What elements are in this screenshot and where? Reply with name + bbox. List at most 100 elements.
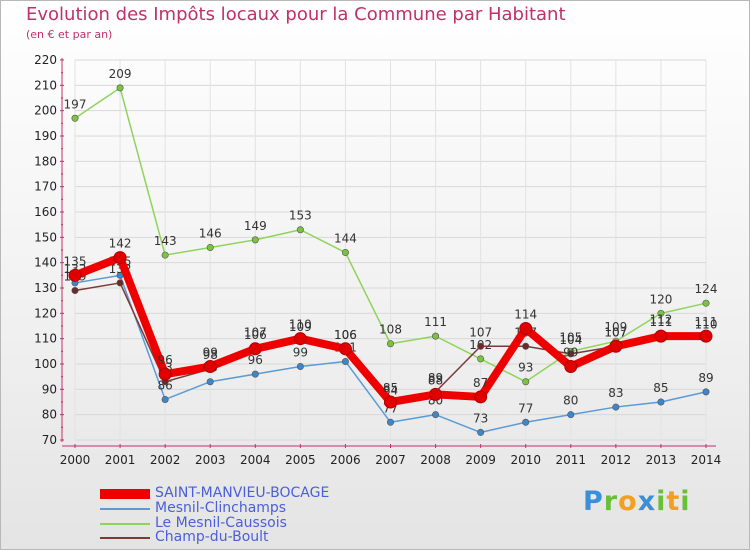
data-label-saint-manvieu-bocage-2002: 96 [158,353,173,367]
data-label-champ-du-boult-2005: 109 [289,320,312,334]
data-point-saint-manvieu-bocage-2006 [338,342,352,356]
legend-swatch-le-mesnil-caussois [100,523,150,525]
data-label-le-mesnil-caussois-2004: 149 [244,219,267,233]
logo-letter: t [666,486,681,517]
x-tick-label-2005: 2005 [285,453,316,467]
logo-letter: x [637,486,657,517]
data-point-le-mesnil-caussois-2005 [296,226,304,234]
data-label-saint-manvieu-bocage-2004: 106 [244,328,267,342]
y-tick-label-160: 160 [34,205,57,219]
data-point-mesnil-clinchamps-2012 [612,403,620,411]
y-tick-label-140: 140 [34,256,57,270]
y-tick-label-70: 70 [42,433,57,447]
data-point-saint-manvieu-bocage-2008 [429,387,443,401]
data-label-champ-du-boult-2012: 107 [604,325,627,339]
x-tick-label-2010: 2010 [510,453,541,467]
data-point-mesnil-clinchamps-2009 [477,428,485,436]
x-tick-label-2001: 2001 [105,453,136,467]
logo-letter: P [583,486,604,517]
data-point-champ-du-boult-2011 [567,350,575,358]
y-tick-label-80: 80 [42,408,57,422]
data-point-le-mesnil-caussois-2009 [477,355,485,363]
data-label-mesnil-clinchamps-2002: 86 [158,378,173,392]
data-label-mesnil-clinchamps-2005: 99 [293,346,308,360]
y-tick-label-220: 220 [34,53,57,67]
data-label-champ-du-boult-2003: 98 [203,348,218,362]
data-point-le-mesnil-caussois-2002 [161,251,169,259]
data-label-saint-manvieu-bocage-2011: 99 [563,346,578,360]
x-tick-label-2014: 2014 [691,453,722,467]
data-label-champ-du-boult-2011: 104 [559,333,582,347]
logo-letter: i [656,486,667,517]
data-point-le-mesnil-caussois-2014 [702,299,710,307]
data-point-saint-manvieu-bocage-2001 [113,251,127,265]
legend-swatch-mesnil-clinchamps [100,508,150,510]
data-point-mesnil-clinchamps-2005 [296,363,304,371]
data-label-champ-du-boult-2004: 107 [244,325,267,339]
y-tick-label-170: 170 [34,180,57,194]
x-tick-label-2007: 2007 [375,453,406,467]
y-tick-label-190: 190 [34,129,57,143]
x-tick-label-2008: 2008 [420,453,451,467]
data-point-le-mesnil-caussois-2010 [522,378,530,386]
data-point-le-mesnil-caussois-2008 [432,332,440,340]
data-point-saint-manvieu-bocage-2004 [248,342,262,356]
data-point-mesnil-clinchamps-2002 [161,395,169,403]
data-point-champ-du-boult-2000 [71,287,79,295]
x-tick-label-2012: 2012 [601,453,632,467]
data-point-saint-manvieu-bocage-2012 [609,339,623,353]
y-tick-label-120: 120 [34,306,57,320]
logo-letter: r [603,486,619,517]
data-label-le-mesnil-caussois-2007: 108 [379,323,402,337]
chart-subtitle: (en € et par an) [26,28,113,41]
y-tick-label-180: 180 [34,154,57,168]
data-point-champ-du-boult-2009 [477,342,485,350]
data-label-le-mesnil-caussois-2002: 143 [154,234,177,248]
data-point-le-mesnil-caussois-2004 [251,236,259,244]
data-point-saint-manvieu-bocage-2002 [158,367,172,381]
data-point-mesnil-clinchamps-2006 [341,357,349,365]
data-label-saint-manvieu-bocage-2006: 106 [334,328,357,342]
data-label-saint-manvieu-bocage-2008: 88 [428,373,443,387]
data-label-le-mesnil-caussois-2014: 124 [695,282,718,296]
data-point-le-mesnil-caussois-2013 [657,309,665,317]
logo-letter: i [680,486,691,517]
data-point-champ-du-boult-2001 [116,279,124,287]
data-label-champ-du-boult-2009: 107 [469,325,492,339]
proxiti-logo: Proxiti [583,486,691,517]
data-label-le-mesnil-caussois-2008: 111 [424,315,447,329]
data-point-mesnil-clinchamps-2003 [206,378,214,386]
data-point-saint-manvieu-bocage-2005 [293,332,307,346]
y-tick-label-90: 90 [42,382,57,396]
data-label-le-mesnil-caussois-2003: 146 [199,226,222,240]
data-point-le-mesnil-caussois-2003 [206,243,214,251]
chart-title: Evolution des Impôts locaux pour la Comm… [26,4,566,25]
legend-swatch-saint-manvieu-bocage [100,489,150,499]
x-tick-label-2000: 2000 [60,453,91,467]
legend-label-champ-du-boult: Champ-du-Boult [155,529,269,545]
y-tick-label-110: 110 [34,332,57,346]
data-label-le-mesnil-caussois-2011: 105 [559,330,582,344]
data-label-le-mesnil-caussois-2013: 120 [649,292,672,306]
logo-letter: o [618,486,638,517]
y-tick-label-200: 200 [34,104,57,118]
data-point-mesnil-clinchamps-2008 [432,411,440,419]
data-point-saint-manvieu-bocage-2003 [203,360,217,374]
data-label-le-mesnil-caussois-2010: 93 [518,361,533,375]
data-point-saint-manvieu-bocage-2009 [474,390,488,404]
data-point-saint-manvieu-bocage-2014 [699,329,713,343]
data-label-mesnil-clinchamps-2013: 85 [653,381,668,395]
legend-label-mesnil-clinchamps: Mesnil-Clinchamps [155,500,287,516]
data-point-saint-manvieu-bocage-2007 [384,395,397,409]
legend-label-le-mesnil-caussois: Le Mesnil-Caussois [155,515,287,531]
data-point-saint-manvieu-bocage-2010 [519,322,533,336]
y-tick-label-210: 210 [34,78,57,92]
x-tick-label-2002: 2002 [150,453,181,467]
data-label-saint-manvieu-bocage-2003: 99 [203,346,218,360]
data-label-saint-manvieu-bocage-2013: 111 [649,315,672,329]
data-label-saint-manvieu-bocage-2012: 107 [604,325,627,339]
data-label-saint-manvieu-bocage-2001: 142 [109,237,132,251]
y-tick-label-130: 130 [34,281,57,295]
legend-label-saint-manvieu-bocage: SAINT-MANVIEU-BOCAGE [155,485,330,501]
data-point-le-mesnil-caussois-2000 [71,114,79,122]
